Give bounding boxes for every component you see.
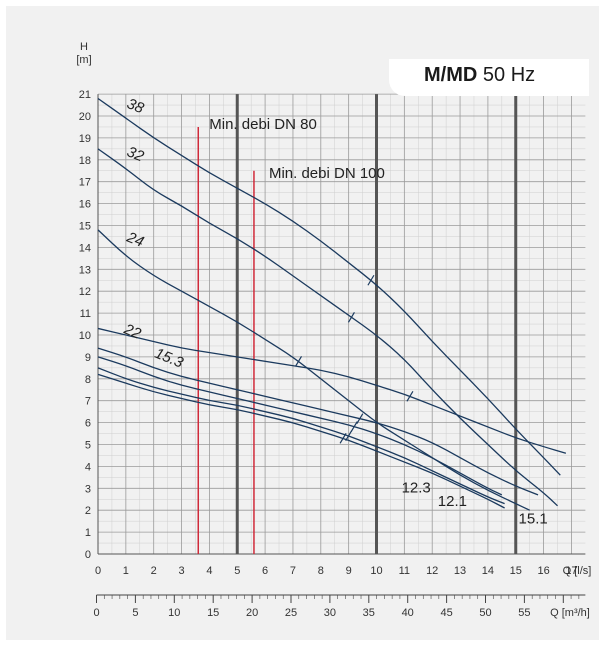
- secondary-tick-label: 25: [285, 607, 297, 619]
- title-box: [389, 59, 589, 96]
- curve-12.3: [97, 367, 505, 505]
- secondary-tick-label: 50: [479, 607, 491, 619]
- y-tick-label: 16: [79, 199, 91, 211]
- y-tick-label: 17: [79, 177, 91, 189]
- y-tick-label: 13: [79, 264, 91, 276]
- x-tick-label: 14: [482, 565, 494, 577]
- curve-label: 22: [121, 320, 144, 343]
- min-flow-label: Min. debi DN 100: [269, 165, 385, 182]
- curve-32: [97, 148, 558, 507]
- secondary-tick-label: 55: [518, 607, 530, 619]
- curve-15.3: [97, 347, 539, 496]
- bep-mark: [339, 433, 347, 444]
- secondary-tick-label: 40: [402, 607, 414, 619]
- x-tick-label: 16: [537, 565, 549, 577]
- title-model: M/MD: [424, 64, 478, 86]
- secondary-axis-label: Q [m³/h]: [550, 607, 590, 619]
- y-tick-label: 5: [85, 440, 91, 452]
- y-axis-label: H: [80, 41, 88, 53]
- curve-12.1: [97, 373, 505, 509]
- curve-15.1: [97, 356, 503, 496]
- y-tick-label: 10: [79, 330, 91, 342]
- x-tick-label: 17: [565, 565, 577, 577]
- y-tick-label: 20: [79, 111, 91, 123]
- x-axis-label: Q [l/s]: [563, 565, 592, 577]
- curve-end-label: 12.3: [402, 480, 431, 497]
- bep-mark: [347, 311, 355, 323]
- x-tick-label: 11: [399, 565, 410, 577]
- y-tick-label: 21: [79, 89, 91, 101]
- secondary-tick-label: 15: [207, 607, 219, 619]
- x-tick-label: 8: [318, 565, 324, 577]
- x-tick-label: 5: [234, 565, 240, 577]
- y-tick-label: 2: [85, 505, 91, 517]
- y-tick-label: 7: [85, 396, 91, 408]
- x-tick-label: 3: [178, 565, 184, 577]
- y-tick-label: 6: [85, 418, 91, 430]
- x-tick-label: 10: [370, 565, 382, 577]
- title-frequency: 50 Hz: [482, 64, 536, 86]
- y-tick-label: 3: [85, 483, 91, 495]
- curve-end-label: 15.1: [519, 510, 548, 527]
- curve-end-label: 12.1: [438, 493, 467, 510]
- bep-mark: [350, 421, 358, 432]
- y-tick-label: 0: [85, 549, 91, 561]
- x-tick-label: 12: [426, 565, 438, 577]
- secondary-tick-label: 20: [246, 607, 258, 619]
- x-tick-label: 4: [206, 565, 212, 577]
- x-tick-label: 7: [290, 565, 296, 577]
- y-tick-label: 1: [85, 527, 91, 539]
- bep-mark: [295, 355, 303, 367]
- bep-mark: [356, 413, 364, 424]
- curve-label: 24: [123, 228, 146, 250]
- x-tick-label: 15: [510, 565, 522, 577]
- y-tick-label: 18: [79, 155, 91, 167]
- y-tick-label: 15: [79, 221, 91, 233]
- chart-title: M/MD 50 Hz: [424, 64, 535, 87]
- curve-22: [97, 327, 567, 454]
- secondary-tick-label: 45: [440, 607, 452, 619]
- y-axis-unit: [m]: [76, 54, 91, 66]
- y-tick-label: 19: [79, 133, 91, 145]
- bep-mark: [367, 274, 375, 286]
- secondary-tick-label: 5: [132, 607, 138, 619]
- secondary-tick-label: 0: [93, 607, 99, 619]
- y-tick-label: 12: [79, 286, 91, 298]
- x-tick-label: 9: [346, 565, 352, 577]
- x-tick-label: 1: [123, 565, 129, 577]
- curve-label: 32: [124, 143, 146, 165]
- y-tick-label: 4: [85, 461, 91, 473]
- x-tick-label: 6: [262, 565, 268, 577]
- secondary-tick-label: 10: [168, 607, 180, 619]
- curve-38: [97, 97, 561, 476]
- x-tick-label: 13: [454, 565, 466, 577]
- x-tick-label: 0: [95, 565, 101, 577]
- chart-panel: [6, 6, 599, 640]
- y-tick-label: 11: [80, 308, 91, 320]
- y-tick-label: 9: [85, 352, 91, 364]
- secondary-tick-label: 35: [363, 607, 375, 619]
- secondary-tick-label: 30: [324, 607, 336, 619]
- y-tick-label: 14: [79, 242, 91, 254]
- y-tick-label: 8: [85, 374, 91, 386]
- bep-mark: [406, 391, 414, 402]
- min-flow-label: Min. debi DN 80: [209, 116, 317, 133]
- curve-label: 38: [124, 95, 146, 117]
- x-tick-label: 2: [151, 565, 157, 577]
